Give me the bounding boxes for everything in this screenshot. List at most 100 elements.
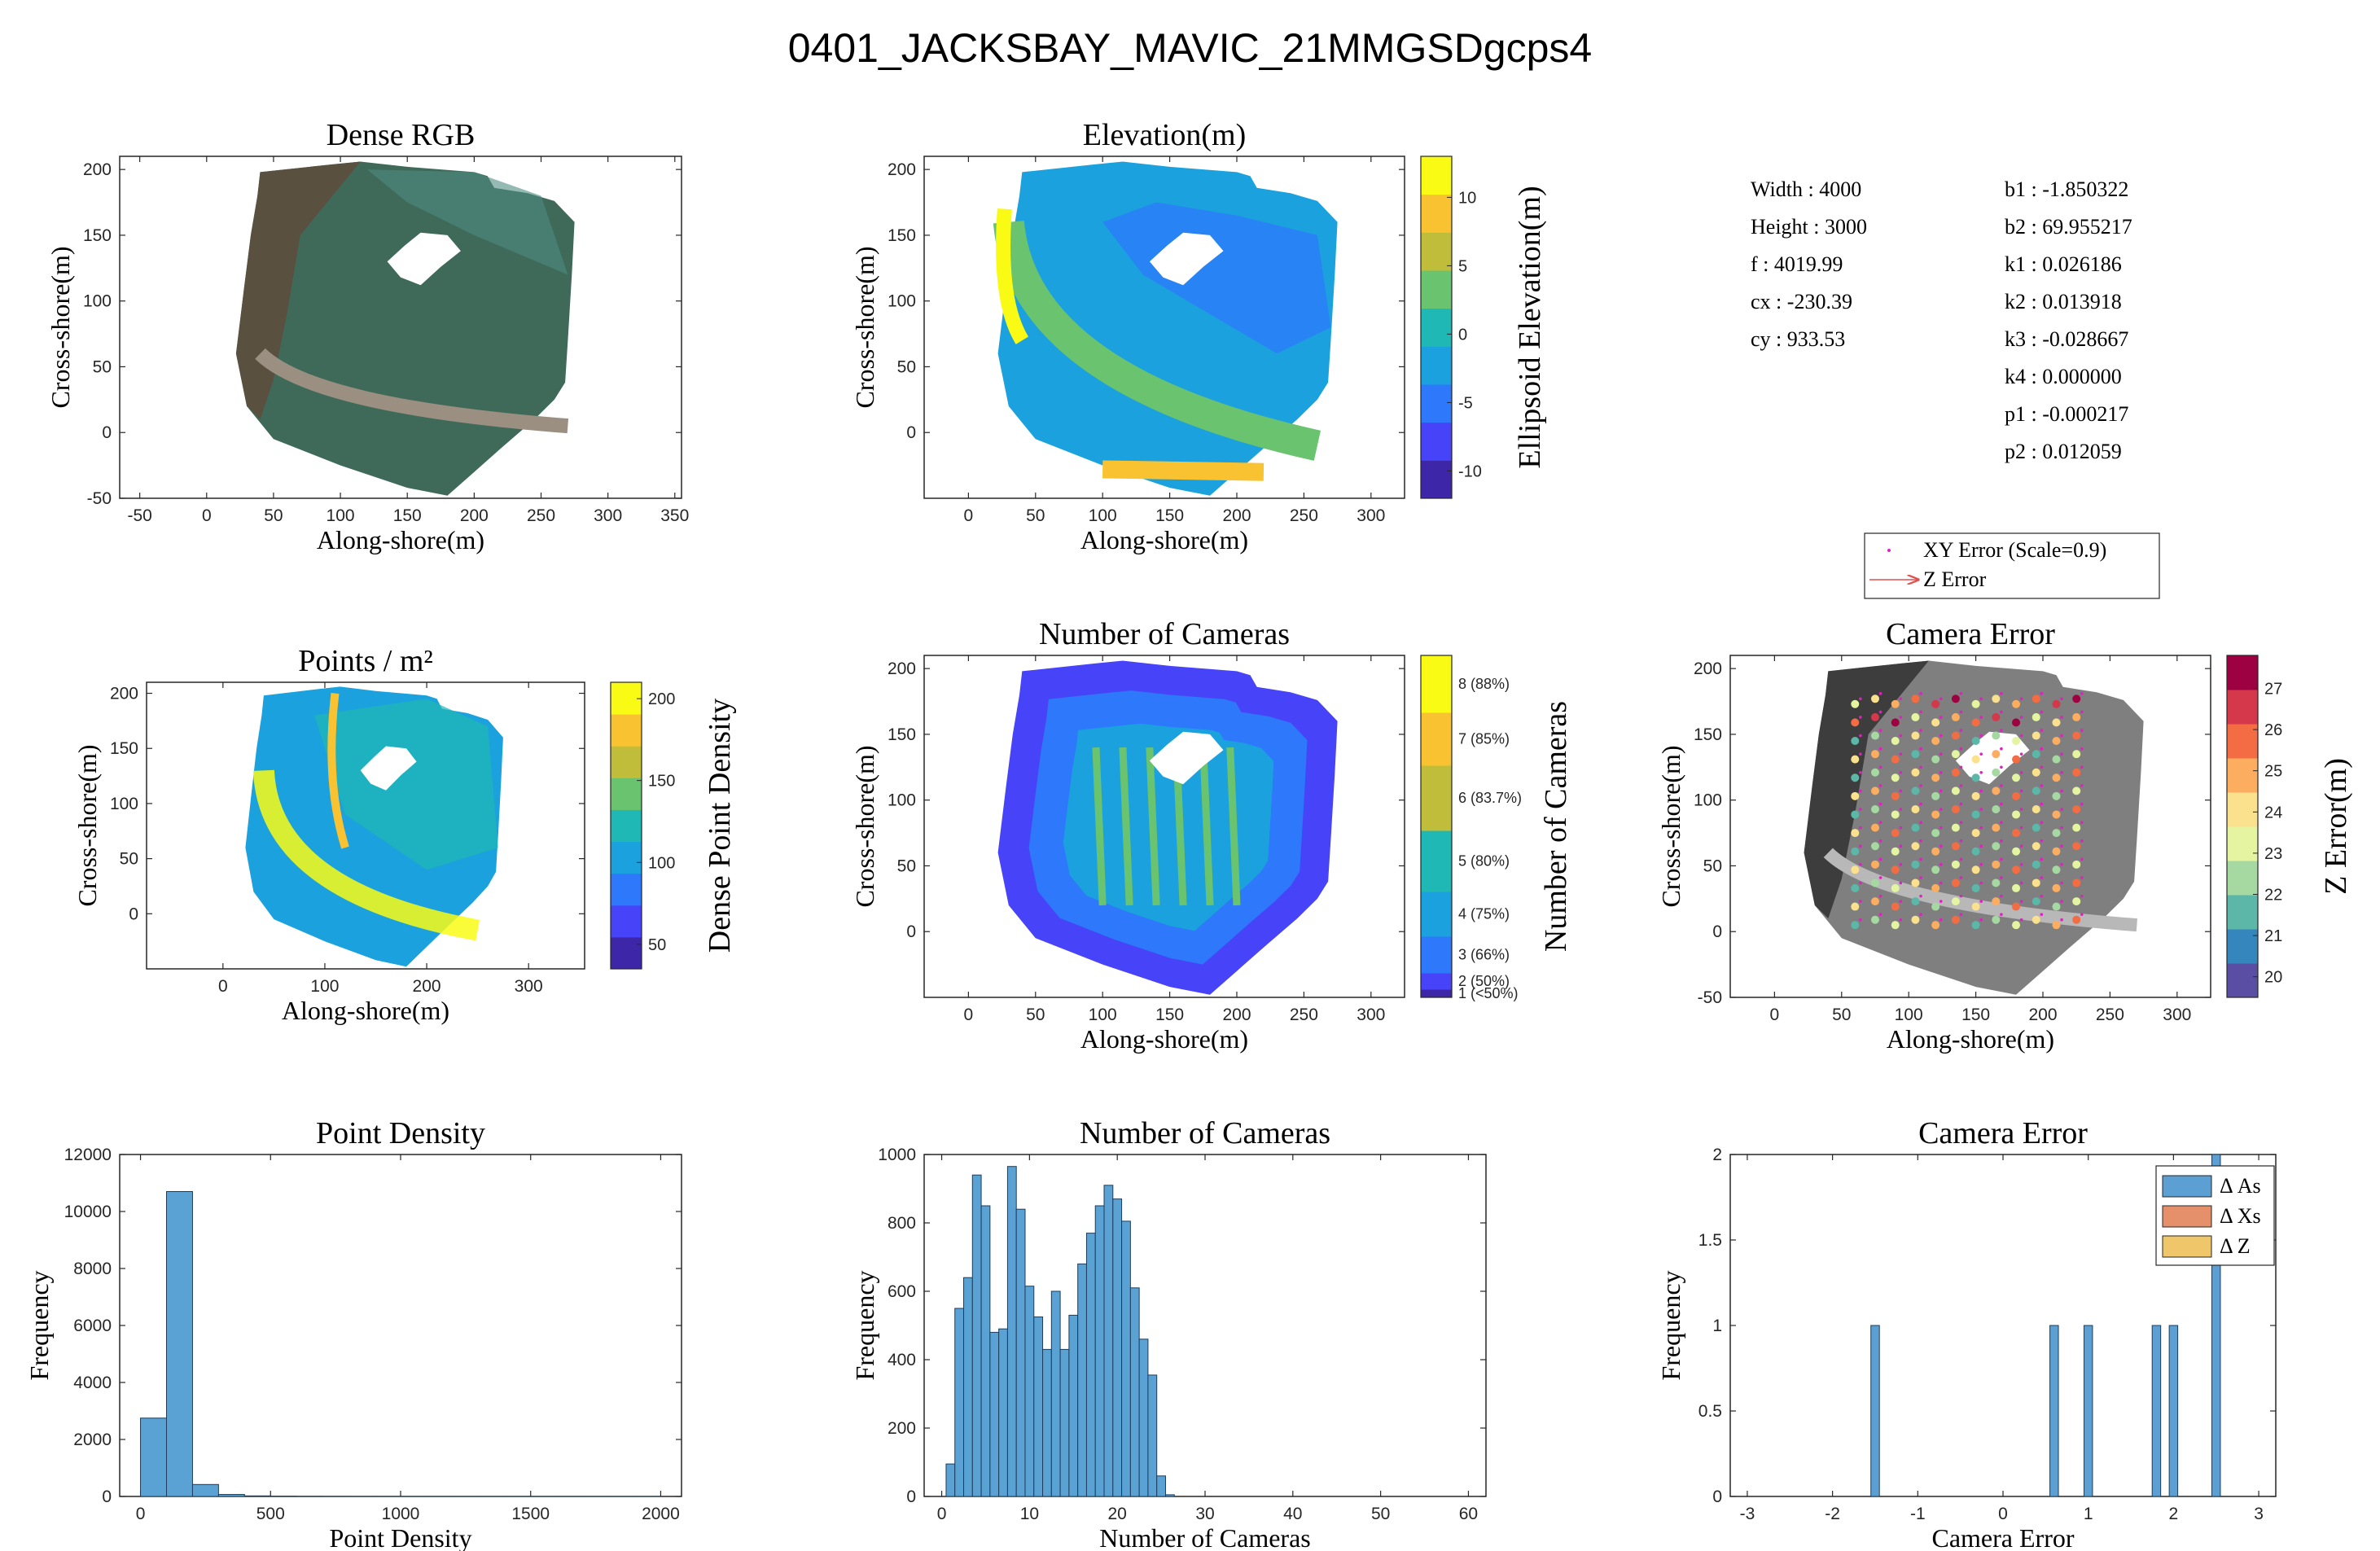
camera_error_map-ytick-label: 50 xyxy=(1703,857,1722,875)
elevation-axes: 0 50 100 150 200 250 300 0 50 100 150 200 Elevation(… xyxy=(850,118,1405,554)
xy-error-marker xyxy=(2000,710,2003,714)
camera_error_map-xtick-label: 50 xyxy=(1832,1006,1851,1024)
camera-marker xyxy=(2072,694,2081,703)
camera_error_map-axes: 0 50 100 150 200 250 300 -50 0 50 100 150 200 Camera … xyxy=(1656,617,2211,1054)
camera-marker xyxy=(1951,915,1960,924)
camera-error-colorbar-tick-label: 27 xyxy=(2264,680,2282,698)
point_density_hist-ytick-label: 8000 xyxy=(73,1260,112,1278)
cams-strip xyxy=(1119,747,1133,906)
points_per_m2-ytick-label: 150 xyxy=(110,739,138,758)
num_cameras_hist-bar xyxy=(945,1463,956,1497)
camera-marker xyxy=(1891,921,1900,930)
param-b2: b2 : 69.955217 xyxy=(2005,215,2132,239)
camera-error-colorbar-swatch xyxy=(2227,690,2258,725)
xy-error-marker xyxy=(2060,716,2063,719)
xy-error-marker xyxy=(2019,734,2023,738)
num_cameras_hist-bar xyxy=(1024,1286,1035,1497)
xy-error-marker xyxy=(2040,729,2044,732)
xy-error-marker xyxy=(1899,900,1903,903)
camera-marker xyxy=(2012,883,2021,892)
camera_error_map-xlabel: Along-shore(m) xyxy=(1887,1024,2054,1054)
camera-marker xyxy=(1992,842,2001,851)
num_cameras_hist-xtick-label: 0 xyxy=(937,1505,947,1523)
camera-marker xyxy=(1870,731,1879,740)
points_per_m2-xtick-label: 0 xyxy=(218,977,228,996)
xy-error-marker xyxy=(2060,900,2063,903)
point_density_hist-frame xyxy=(119,1154,682,1497)
param-k1: k1 : 0.026186 xyxy=(2005,252,2122,276)
camera-marker xyxy=(1870,786,1879,795)
camera-marker xyxy=(2072,842,2081,851)
num_cameras_map-ytick-label: 0 xyxy=(906,922,916,941)
xy-error-marker xyxy=(2080,876,2084,879)
camera-marker xyxy=(2032,878,2040,887)
xy-error-marker xyxy=(1979,697,1983,701)
camera-marker xyxy=(1971,737,1980,745)
num_cameras_hist-bar xyxy=(1042,1348,1052,1497)
num-cameras-colorbar-swatch xyxy=(1421,936,1452,974)
figure-title: 0401_JACKSBAY_MAVIC_21MMGSDgcps4 xyxy=(787,25,1593,71)
xy-error-marker xyxy=(1919,692,1922,695)
camera-marker xyxy=(1951,805,1960,813)
xy-error-marker xyxy=(2080,784,2084,787)
elevation-colorbar-swatch xyxy=(1421,422,1452,461)
xy-error-marker xyxy=(1939,734,1943,738)
camera-marker xyxy=(1870,915,1879,924)
xy-error-marker xyxy=(1859,918,1862,922)
num_cameras_hist-ytick-label: 400 xyxy=(888,1351,916,1369)
camera-marker xyxy=(1951,750,1960,759)
err-gray-hole xyxy=(1955,731,2030,785)
camera_error_hist-ytick-label: 2 xyxy=(1712,1146,1722,1164)
xy-error-marker xyxy=(2060,844,2063,848)
xy-error-marker xyxy=(1878,784,1883,787)
xy-error-marker xyxy=(2019,697,2023,701)
xy-error-marker xyxy=(1979,900,1983,903)
camera-marker xyxy=(1931,902,1940,911)
camera_error_map-xtick-label: 300 xyxy=(2163,1006,2191,1024)
camera-marker xyxy=(1911,878,1920,887)
camera-marker xyxy=(1851,902,1860,911)
xy-error-marker xyxy=(1859,900,1862,903)
param-p1: p1 : -0.000217 xyxy=(2005,402,2129,426)
camera-marker xyxy=(2052,718,2061,727)
camera-marker xyxy=(1971,699,1980,708)
dense_rgb-xtick-label: 250 xyxy=(527,506,555,525)
xy-error-marker xyxy=(1878,913,1883,917)
camera-marker xyxy=(1870,694,1879,703)
camera-marker xyxy=(1891,699,1900,708)
num-cameras-colorbar-swatch xyxy=(1421,973,1452,990)
xy-error-marker xyxy=(1899,808,1903,811)
xy-error-marker xyxy=(1919,802,1922,806)
xy-error-marker xyxy=(2080,802,2084,806)
num_cameras_hist-xtick-label: 10 xyxy=(1020,1505,1039,1523)
points-colorbar: 200 150 100 50 Dense Point Density xyxy=(610,681,737,970)
elevation-xtick-label: 300 xyxy=(1357,506,1385,525)
camera_error_map-title: Camera Error xyxy=(1886,617,2055,651)
num_cameras_map-ytick-label: 150 xyxy=(888,725,916,744)
points-colorbar-swatch xyxy=(611,905,642,938)
param-k4: k4 : 0.000000 xyxy=(2005,365,2122,388)
xy-error-marker xyxy=(1859,752,1862,756)
xy-error-marker xyxy=(1979,826,1983,830)
xy-error-marker xyxy=(1878,729,1883,732)
point_density_hist-ytick-label: 2000 xyxy=(73,1431,112,1449)
xy-error-marker xyxy=(1959,692,1963,695)
num_cameras_hist-xtick-label: 50 xyxy=(1371,1505,1390,1523)
hist-legend-label: Δ Xs xyxy=(2220,1204,2261,1228)
elevation-xtick-label: 200 xyxy=(1222,506,1251,525)
xy-error-marker xyxy=(2060,752,2063,756)
camera-marker xyxy=(2032,805,2040,813)
elevation-xtick-label: 50 xyxy=(1026,506,1045,525)
camera-marker xyxy=(1971,902,1980,911)
num_cameras_hist-ytick-label: 200 xyxy=(888,1419,916,1438)
num-cameras-colorbar-swatch xyxy=(1421,830,1452,892)
xy-error-marker xyxy=(1878,839,1883,843)
dense_rgb-ylabel: Cross-shore(m) xyxy=(46,246,75,408)
xy-error-marker xyxy=(1979,808,1983,811)
dense-rgb-image xyxy=(235,161,575,496)
param-b1: b1 : -1.850322 xyxy=(2005,177,2129,201)
xy-error-marker xyxy=(2080,839,2084,843)
dense_rgb-ytick-label: 200 xyxy=(83,160,112,179)
xy-error-marker xyxy=(2019,716,2023,719)
points-density-map xyxy=(245,686,503,967)
